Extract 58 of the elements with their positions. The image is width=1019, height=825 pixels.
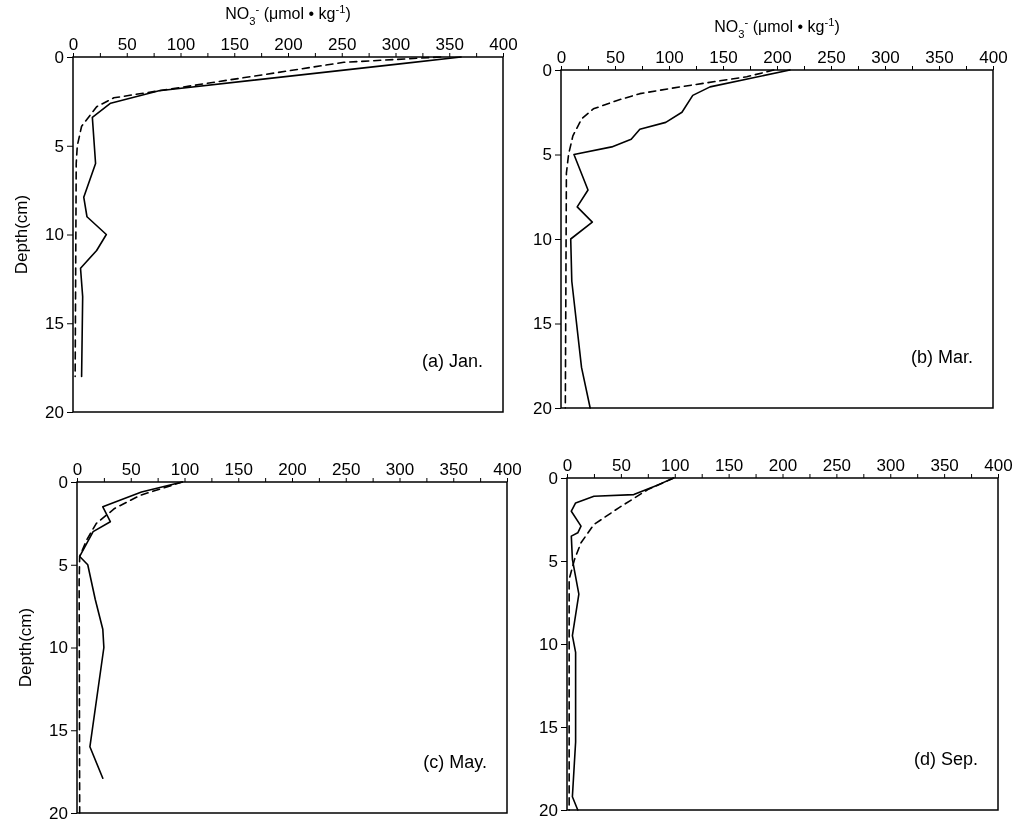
x-tick-label: 150 [224,460,253,479]
y-tick-label: 5 [548,551,558,571]
y-tick-label: 10 [533,229,552,249]
y-tick-label: 20 [49,803,68,823]
x-tick-label: 300 [871,48,900,67]
x-tick-label: 100 [661,456,690,475]
x-tick-label: 150 [220,35,249,54]
x-axis-title: NO$_{3}$$^{-}$ (μmol • kg$^{-1}$) [225,3,351,27]
y-tick-label: 5 [54,136,64,156]
x-tick-label: 100 [655,48,684,67]
x-tick-label: 350 [435,35,464,54]
y-tick-label: 5 [542,145,552,165]
x-tick-label: 300 [381,35,411,54]
y-tick-label: 20 [533,398,552,418]
annotation: (d) Sep. [913,749,978,769]
x-tick-label: 100 [170,460,200,479]
x-tick-label: 150 [709,48,738,67]
y-tick-label: 20 [539,800,558,820]
x-tick-label: 250 [822,456,852,475]
x-tick-label: 400 [979,48,1008,67]
x-tick-label: 50 [611,456,631,475]
x-tick-label: 200 [768,456,798,475]
x-tick-label: 250 [817,48,846,67]
y-axis-title: Depth(cm) [16,607,35,688]
x-tick-label: 0 [72,460,83,479]
x-tick-label: 400 [493,460,522,479]
y-tick-label: 10 [45,225,64,245]
x-tick-label: 150 [714,456,744,475]
x-tick-label: 200 [274,35,303,54]
y-tick-label: 15 [539,717,558,737]
y-tick-label: 10 [539,634,558,654]
x-tick-label: 250 [332,460,361,479]
x-tick-label: 250 [328,35,357,54]
y-axis-title: Depth(cm) [12,194,31,275]
annotation: (a) Jan. [421,351,483,371]
x-tick-label: 400 [489,35,518,54]
x-tick-label: 100 [166,35,196,54]
x-axis-title: NO$_{3}$$^{-}$ (μmol • kg$^{-1}$) [714,16,840,40]
annotation: (b) Mar. [910,347,973,367]
x-tick-label: 350 [930,456,959,475]
annotation: (c) May. [423,752,487,772]
y-tick-label: 5 [58,555,68,575]
y-tick-label: 10 [49,638,68,658]
x-tick-label: 50 [606,48,625,67]
x-tick-label: 300 [385,460,415,479]
y-tick-label: 15 [49,721,68,741]
x-tick-label: 50 [121,460,141,479]
y-tick-label: 15 [533,314,552,334]
x-tick-label: 50 [117,35,137,54]
x-tick-label: 300 [876,456,905,475]
y-tick-label: 20 [45,402,64,422]
x-tick-label: 200 [763,48,792,67]
x-tick-label: 350 [439,460,468,479]
x-tick-label: 350 [925,48,954,67]
x-tick-label: 400 [984,456,1013,475]
x-tick-label: 200 [278,460,307,479]
y-tick-label: 15 [45,314,64,334]
x-tick-label: 0 [562,456,573,475]
